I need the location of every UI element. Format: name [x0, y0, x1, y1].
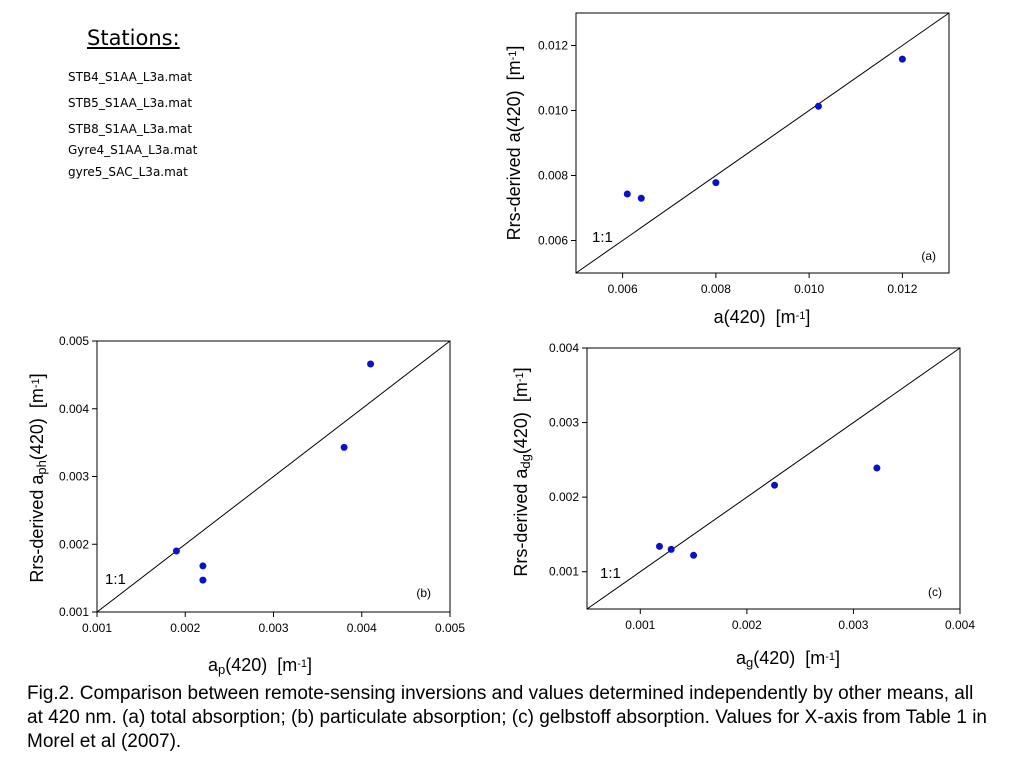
data-point [655, 542, 663, 550]
data-point [340, 443, 348, 451]
data-point [367, 360, 375, 368]
x-tick-label: 0.002 [170, 621, 200, 635]
station-item: STB4_S1AA_L3a.mat [68, 70, 193, 84]
panel-label: (c) [928, 585, 942, 599]
x-tick-label: 0.010 [794, 282, 824, 296]
data-point [771, 481, 779, 489]
data-point [873, 464, 881, 472]
identity-line [586, 347, 961, 610]
x-tick-label: 0.004 [945, 618, 975, 632]
x-tick-label: 0.004 [347, 621, 377, 635]
y-tick-label: 0.001 [549, 565, 579, 579]
plot-frame [586, 347, 961, 610]
panel-label: (b) [416, 586, 431, 600]
y-tick-label: 0.003 [549, 416, 579, 430]
x-tick-label: 0.008 [701, 282, 731, 296]
identity-line-label: 1:1 [592, 229, 613, 246]
y-tick-label: 0.005 [59, 334, 89, 348]
y-tick-label: 0.002 [59, 537, 89, 551]
panel-label: (a) [921, 249, 936, 263]
identity-line [575, 12, 950, 274]
y-tick-label: 0.010 [538, 104, 568, 118]
identity-line [96, 340, 451, 613]
figure-caption: Fig.2. Comparison between remote-sensing… [27, 683, 987, 752]
station-item: Gyre4_S1AA_L3a.mat [68, 143, 198, 157]
x-tick-label: 0.001 [625, 618, 655, 632]
station-item: STB8_S1AA_L3a.mat [68, 122, 193, 136]
x-axis-label: ag(420) [m-1] [736, 648, 840, 670]
x-tick-label: 0.001 [82, 621, 112, 635]
y-tick-label: 0.003 [59, 470, 89, 484]
plot-frame [575, 12, 950, 274]
identity-line-label: 1:1 [105, 571, 126, 588]
data-point [623, 190, 631, 198]
x-tick-label: 0.003 [258, 621, 288, 635]
stations-title: Stations: [87, 26, 180, 50]
x-axis-label: ap(420) [m-1] [208, 655, 312, 677]
y-tick-label: 0.001 [59, 605, 89, 619]
y-tick-label: 0.006 [538, 234, 568, 248]
y-tick-label: 0.004 [549, 341, 579, 355]
x-tick-label: 0.012 [887, 282, 917, 296]
data-point [667, 545, 675, 553]
data-point [199, 576, 207, 584]
data-point [172, 547, 180, 555]
chart-panel-c: 0.001 0.002 0.003 0.004 0.001 0.002 0.003 0.004… [511, 341, 975, 670]
y-tick-label: 0.002 [549, 490, 579, 504]
station-item: STB5_S1AA_L3a.mat [68, 96, 193, 110]
y-tick-label: 0.012 [538, 39, 568, 53]
station-item: gyre5_SAC_L3a.mat [68, 165, 188, 179]
identity-line-label: 1:1 [600, 565, 621, 582]
y-tick-label: 0.004 [59, 402, 89, 416]
y-axis-label: Rrs-derived a(420) [m-1] [504, 46, 524, 241]
x-axis-label: a(420) [m-1] [714, 307, 811, 327]
chart-panel-a: 0.006 0.008 0.010 0.012 0.006 0.008 0.010 0.012… [504, 12, 950, 327]
x-tick-label: 0.003 [838, 618, 868, 632]
data-point [637, 194, 645, 202]
charts-canvas: 0.006 0.008 0.010 0.012 0.006 0.008 0.010 0.012… [27, 12, 975, 677]
data-point [690, 551, 698, 559]
y-axis-label: Rrs-derived aph(420) [m-1] [27, 373, 49, 582]
y-tick-label: 0.008 [538, 169, 568, 183]
chart-panel-b: 0.001 0.002 0.003 0.004 0.005 0.001 0.002 0.003… [27, 334, 465, 677]
x-tick-label: 0.005 [435, 621, 465, 635]
y-axis-label: Rrs-derived adg(420) [m-1] [511, 367, 533, 576]
data-point [199, 562, 207, 570]
x-tick-label: 0.002 [732, 618, 762, 632]
data-point [898, 55, 906, 63]
data-point [712, 179, 720, 187]
data-point [814, 102, 822, 110]
x-tick-label: 0.006 [608, 282, 638, 296]
